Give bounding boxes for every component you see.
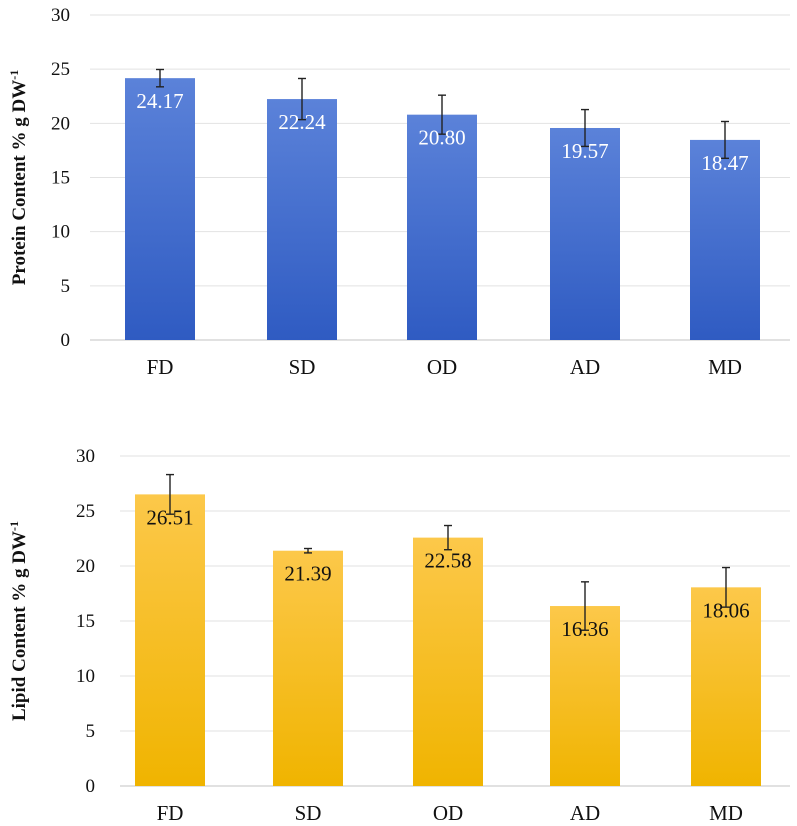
- protein-y-tick-label: 25: [51, 59, 70, 80]
- lipid-value-label: 16.36: [561, 617, 608, 641]
- lipid-bar-md: [691, 587, 761, 786]
- lipid-value-label: 18.06: [702, 598, 749, 622]
- lipid-value-label: 22.58: [424, 549, 471, 573]
- lipid-bar-ad: [550, 606, 620, 786]
- protein-value-label: 18.47: [701, 151, 748, 175]
- lipid-content-chart: 0 5 10 15 20 25 30 26.51 FD 21.39 SD 22.58 OD 16.36 AD…: [0, 420, 797, 825]
- lipid-y-tick-label: 20: [76, 556, 95, 577]
- protein-category-label: AD: [570, 355, 600, 379]
- lipid-error-bar-fd: [166, 473, 174, 515]
- lipid-category-label: OD: [433, 801, 463, 821]
- protein-value-label: 22.24: [278, 110, 326, 134]
- protein-error-bar-fd: [156, 68, 164, 88]
- lipid-y-axis-title: Lipid Content % g DW-1: [7, 521, 30, 721]
- protein-value-label: 24.17: [136, 89, 183, 113]
- protein-y-tick-label: 0: [61, 330, 71, 351]
- protein-error-bar-sd: [298, 77, 306, 121]
- protein-bar-sd: [267, 99, 337, 340]
- lipid-category-label: SD: [295, 801, 322, 821]
- protein-bar-ad: [550, 127, 620, 340]
- protein-error-bar-od: [438, 94, 446, 135]
- lipid-error-bar-ad: [581, 581, 589, 631]
- protein-y-tick-label: 10: [51, 222, 70, 243]
- protein-content-chart: 0 5 10 15 20 25 30 24.17 FD 22.24 SD 20.80 OD 19.57 AD…: [0, 0, 797, 405]
- protein-y-axis-title: Protein Content % g DW-1: [7, 70, 30, 285]
- lipid-y-tick-label: 5: [86, 721, 96, 742]
- lipid-category-label: MD: [709, 801, 743, 821]
- protein-value-label: 20.80: [418, 126, 465, 150]
- protein-error-bar-md: [721, 120, 729, 160]
- lipid-error-bar-md: [722, 566, 730, 608]
- lipid-chart-svg: 0 5 10 15 20 25 30 26.51 FD 21.39 SD 22.58 OD 16.36 AD…: [7, 446, 790, 825]
- lipid-error-bar-sd: [304, 547, 312, 554]
- lipid-value-label: 26.51: [146, 505, 193, 529]
- protein-bar-md: [690, 139, 760, 340]
- lipid-y-tick-label: 25: [76, 501, 95, 522]
- lipid-y-tick-label: 0: [86, 776, 96, 797]
- protein-y-tick-label: 30: [51, 5, 70, 26]
- lipid-value-label: 21.39: [284, 562, 331, 586]
- lipid-y-tick-label: 15: [76, 611, 95, 632]
- protein-value-label: 19.57: [561, 139, 608, 163]
- protein-y-tick-label: 20: [51, 113, 70, 134]
- lipid-category-label: FD: [157, 801, 184, 821]
- lipid-bar-sd: [273, 550, 343, 786]
- protein-chart-svg: 0 5 10 15 20 25 30 24.17 FD 22.24 SD 20.80 OD 19.57 AD…: [7, 5, 790, 379]
- lipid-y-tick-label: 30: [76, 446, 95, 467]
- protein-category-label: SD: [289, 355, 316, 379]
- protein-bar-fd: [125, 78, 195, 341]
- protein-y-tick-label: 5: [61, 276, 71, 297]
- protein-error-bar-ad: [581, 108, 589, 148]
- lipid-category-label: AD: [570, 801, 600, 821]
- lipid-error-bar-od: [444, 524, 452, 551]
- protein-y-tick-label: 15: [51, 168, 70, 189]
- protein-category-label: OD: [427, 355, 457, 379]
- protein-category-label: MD: [708, 355, 742, 379]
- lipid-y-tick-label: 10: [76, 666, 95, 687]
- protein-category-label: FD: [147, 355, 174, 379]
- lipid-bar-fd: [135, 494, 205, 786]
- protein-bar-od: [407, 114, 477, 341]
- lipid-bar-od: [413, 537, 483, 786]
